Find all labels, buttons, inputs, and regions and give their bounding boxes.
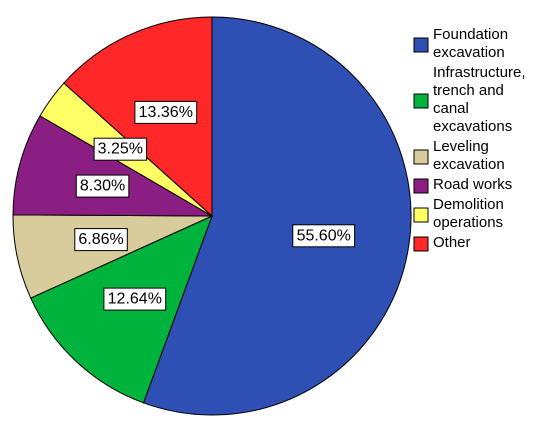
legend-swatch-foundation-excavation bbox=[413, 37, 429, 53]
value-label-box-foundation-excavation bbox=[292, 224, 356, 248]
pie-value-labels: 55.60% 12.64% 6.86% 8.30% 3.25% 13.36% bbox=[74, 100, 356, 311]
value-label-leveling-excavation: 6.86% bbox=[78, 231, 123, 248]
value-label-foundation-excavation: 55.60% bbox=[297, 227, 351, 244]
legend-entry-infrastructure-trench-and-canal-excavations: Infrastructure,trench andcanalexcavation… bbox=[413, 64, 526, 135]
legend-label-line: Road works bbox=[433, 176, 512, 193]
legend-label-line: excavation bbox=[433, 44, 505, 61]
value-label-box-demolition-operations bbox=[93, 137, 148, 161]
legend-swatch-road-works bbox=[413, 178, 429, 194]
legend: FoundationexcavationInfrastructure,trenc… bbox=[413, 26, 526, 252]
value-label-road-works: 8.30% bbox=[80, 178, 125, 195]
legend-label-line: Foundation bbox=[433, 26, 508, 43]
legend-entry-road-works: Road works bbox=[413, 176, 512, 194]
pie-slice-foundation-excavation bbox=[142, 16, 412, 416]
value-label-box-infrastructure-trench-and-canal-excavations bbox=[103, 287, 167, 311]
legend-label-line: Infrastructure, bbox=[433, 64, 526, 81]
legend-label-line: Demolition bbox=[433, 196, 504, 213]
legend-label-line: canal bbox=[433, 100, 469, 117]
value-label-box-road-works bbox=[75, 174, 130, 198]
value-label-box-leveling-excavation bbox=[74, 228, 128, 252]
legend-label-line: excavations bbox=[433, 118, 512, 135]
pie-slice-road-works bbox=[12, 115, 214, 217]
value-label-demolition-operations: 3.25% bbox=[98, 141, 143, 158]
value-label-box-other bbox=[134, 100, 198, 124]
legend-swatch-other bbox=[413, 236, 429, 252]
legend-swatch-infrastructure-trench-and-canal-excavations bbox=[413, 93, 429, 109]
legend-entry-other: Other bbox=[413, 234, 471, 252]
legend-swatch-demolition-operations bbox=[413, 207, 429, 223]
value-label-other: 13.36% bbox=[139, 104, 193, 121]
legend-label-line: operations bbox=[433, 214, 503, 231]
value-label-infrastructure-trench-and-canal-excavations: 12.64% bbox=[108, 291, 162, 308]
legend-swatch-leveling-excavation bbox=[413, 149, 429, 165]
pie-slices bbox=[12, 16, 412, 416]
legend-label-line: excavation bbox=[433, 156, 505, 173]
legend-label-line: Other bbox=[433, 234, 471, 251]
legend-label-line: Leveling bbox=[433, 138, 489, 155]
legend-label-line: trench and bbox=[433, 82, 504, 99]
